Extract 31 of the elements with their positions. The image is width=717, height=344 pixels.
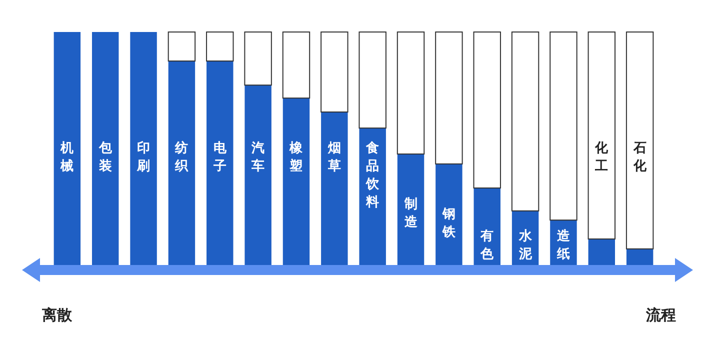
x-tick-label: 石化 — [632, 141, 648, 174]
text: 离散 — [41, 306, 73, 324]
text: 流程 — [645, 306, 676, 324]
bar — [168, 32, 196, 62]
bar — [435, 32, 463, 164]
x-tick-label: 橡塑 — [288, 141, 304, 174]
bar — [511, 32, 540, 212]
x-tick-label: 纺织 — [174, 140, 190, 174]
bar — [473, 32, 501, 188]
bar — [626, 32, 654, 250]
x-tick-label: 机械 — [60, 141, 74, 174]
x-tick-label: 印刷 — [136, 140, 150, 174]
bar — [358, 32, 386, 129]
bar — [550, 32, 578, 221]
x-tick-label: 电子 — [212, 141, 228, 174]
bar — [588, 32, 616, 240]
x-tick-label: 制造 — [403, 197, 418, 230]
x-tick-label: 烟草 — [326, 141, 341, 174]
x-tick-label: 有色 — [480, 229, 495, 262]
bar — [244, 32, 272, 86]
x-tick-label: 钢铁 — [441, 206, 456, 240]
bar — [396, 32, 425, 155]
bar — [320, 32, 348, 113]
x-tick-label: 化工 — [594, 141, 610, 174]
x-tick-label: 汽车 — [250, 141, 265, 174]
x-tick-label: 水泥 — [518, 229, 533, 262]
bar — [282, 32, 310, 99]
x-tick-label: 造纸 — [556, 229, 571, 262]
x-tick-label: 食品饮料 — [365, 141, 380, 210]
bar — [206, 32, 234, 62]
x-tick-label: 包装 — [98, 141, 113, 174]
